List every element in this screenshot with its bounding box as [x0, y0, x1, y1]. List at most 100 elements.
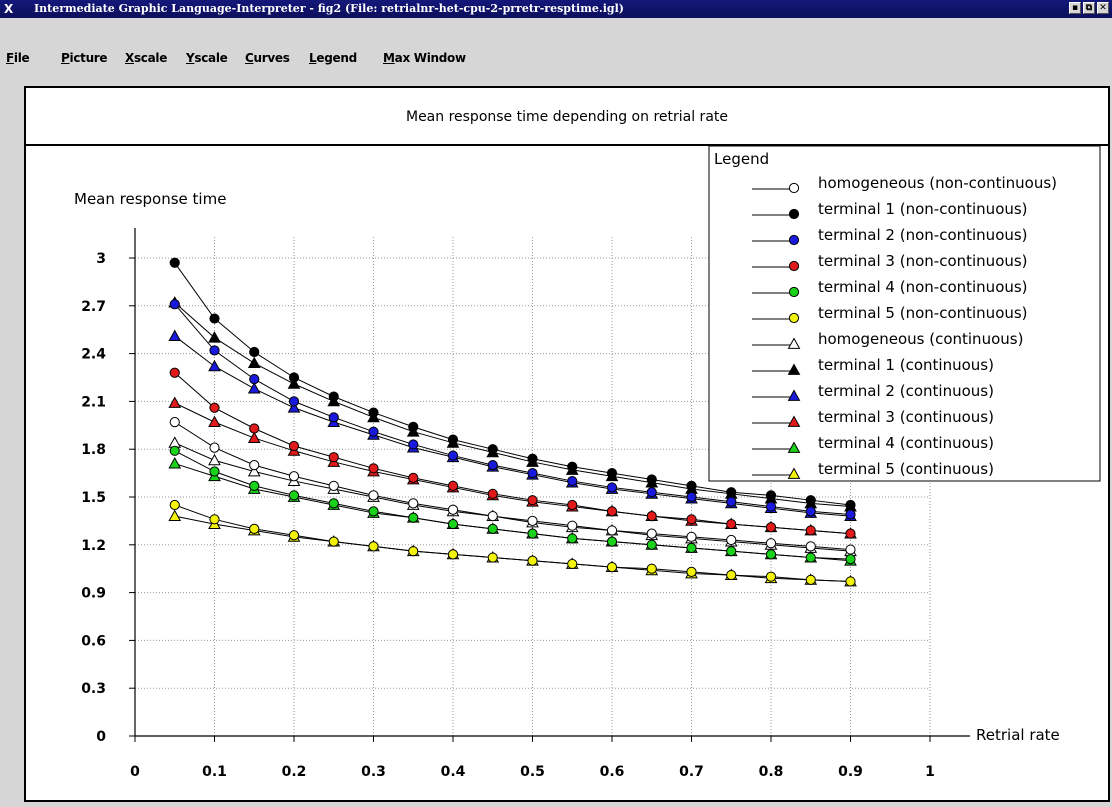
data-point — [209, 313, 220, 324]
legend-entry: homogeneous (non-continuous) — [752, 174, 1057, 194]
data-point — [169, 417, 180, 428]
data-point — [765, 538, 777, 549]
legend-marker — [788, 182, 800, 194]
x-tick-label: 0.6 — [600, 764, 625, 780]
data-point — [686, 566, 697, 577]
data-point — [487, 488, 498, 499]
data-point — [726, 534, 737, 546]
data-point — [368, 463, 379, 474]
data-point — [368, 541, 379, 552]
legend-marker — [787, 363, 801, 375]
data-point — [408, 546, 419, 557]
data-point — [168, 509, 182, 522]
data-point — [288, 490, 300, 501]
data-point — [845, 554, 856, 565]
data-point — [447, 518, 459, 530]
menu-curves[interactable]: Curves — [245, 51, 290, 65]
data-point — [209, 466, 220, 477]
series-1 — [169, 257, 856, 511]
y-tick-label: 2.7 — [81, 299, 106, 315]
x-tick-label: 0.9 — [838, 764, 863, 780]
data-point — [328, 452, 339, 463]
menu-file[interactable]: File — [6, 51, 30, 65]
legend-marker — [787, 441, 801, 453]
legend-marker — [787, 467, 801, 479]
menu-legend[interactable]: Legend — [309, 51, 357, 65]
legend-entry: terminal 3 (non-continuous) — [752, 252, 1028, 272]
menu-max-window[interactable]: Max Window — [383, 51, 466, 65]
data-point — [845, 528, 856, 539]
legend-label: homogeneous (non-continuous) — [818, 174, 1057, 192]
data-point — [567, 499, 578, 511]
legend-marker — [788, 234, 800, 246]
legend-entry: terminal 1 (continuous) — [752, 356, 994, 375]
data-point — [527, 528, 538, 539]
series-3 — [169, 367, 856, 539]
menu-yscale[interactable]: Yscale — [186, 51, 228, 65]
x-tick-label: 0.4 — [441, 764, 466, 780]
data-point — [805, 574, 816, 585]
maximize-icon[interactable]: ⧉ — [1083, 2, 1095, 14]
y-tick-label: 0.6 — [81, 633, 106, 649]
legend-marker — [788, 286, 800, 298]
legend-entry: terminal 5 (continuous) — [752, 460, 994, 479]
data-point — [765, 490, 777, 501]
data-point — [169, 257, 180, 268]
series-line — [174, 504, 851, 582]
legend-marker — [787, 415, 801, 427]
data-point — [288, 440, 300, 452]
y-tick-label: 1.8 — [81, 442, 106, 458]
x-logo-icon[interactable]: X — [4, 2, 14, 16]
data-point — [845, 499, 856, 511]
data-point — [169, 445, 180, 456]
data-point — [249, 523, 260, 534]
data-point — [646, 563, 657, 574]
legend-entry: terminal 2 (non-continuous) — [752, 226, 1028, 246]
data-point — [487, 444, 498, 455]
legend-label: homogeneous (continuous) — [818, 330, 1023, 348]
data-point — [209, 345, 220, 356]
legend-entry: terminal 5 (non-continuous) — [752, 304, 1028, 324]
data-point — [247, 431, 261, 443]
legend-entry: terminal 2 (continuous) — [752, 382, 994, 401]
legend-label: terminal 1 (continuous) — [818, 356, 994, 374]
series-11 — [168, 509, 857, 587]
data-point — [845, 509, 856, 520]
legend-entry: homogeneous (continuous) — [752, 330, 1023, 349]
series-line — [174, 262, 851, 506]
menu-picture[interactable]: Picture — [61, 51, 108, 65]
data-point — [208, 415, 221, 428]
data-point — [765, 571, 777, 582]
data-point — [168, 329, 182, 341]
data-point — [368, 426, 379, 437]
data-point — [606, 482, 618, 493]
data-point — [765, 522, 777, 533]
data-point — [408, 439, 419, 450]
data-point — [328, 480, 339, 491]
y-axis-label: Mean response time — [74, 190, 226, 208]
x-tick-label: 1 — [925, 764, 935, 780]
data-point — [646, 539, 657, 550]
window-title-bar[interactable]: X Intermediate Graphic Language-Interpre… — [0, 0, 1112, 18]
x-tick-label: 0.2 — [282, 764, 307, 780]
x-tick-label: 0.7 — [679, 764, 704, 780]
data-point — [686, 491, 697, 503]
legend-box — [708, 145, 1101, 482]
data-point — [487, 460, 498, 471]
series-4 — [169, 445, 856, 565]
menu-xscale[interactable]: Xscale — [125, 51, 168, 65]
data-point — [249, 460, 260, 471]
close-icon[interactable]: ✕ — [1097, 2, 1109, 14]
data-point — [368, 506, 379, 517]
data-point — [287, 377, 301, 389]
data-point — [368, 490, 379, 501]
legend-label: terminal 4 (continuous) — [818, 434, 994, 452]
data-point — [447, 434, 459, 445]
data-point — [447, 549, 459, 560]
data-point — [726, 546, 737, 557]
data-point — [328, 391, 339, 402]
data-point — [168, 457, 182, 469]
minimize-icon[interactable]: ▪ — [1069, 2, 1081, 14]
data-point — [249, 480, 260, 491]
data-point — [328, 536, 339, 547]
